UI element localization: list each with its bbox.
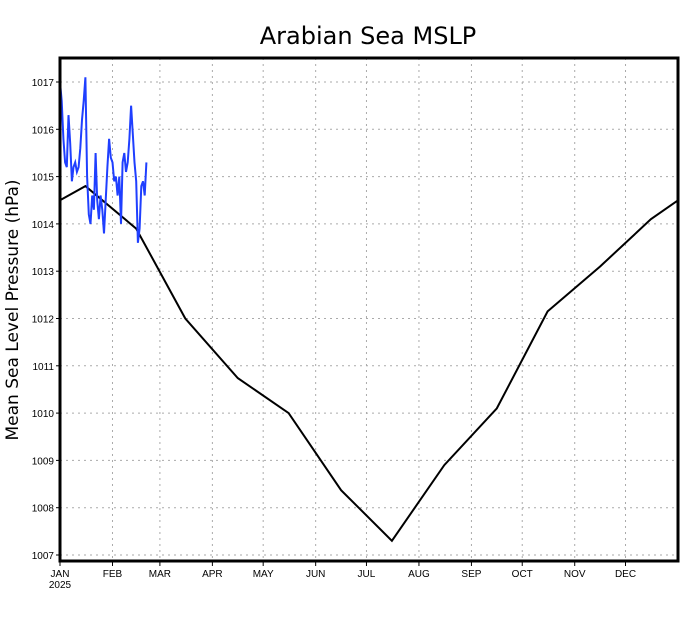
y-tick-label: 1016: [32, 125, 55, 136]
x-tick-label: MAY: [253, 569, 274, 580]
y-tick-label: 1008: [32, 504, 55, 515]
x-tick-label: AUG: [408, 569, 430, 580]
y-tick-label: 1013: [32, 267, 55, 278]
chart-title: Arabian Sea MSLP: [260, 22, 477, 50]
y-tick-label: 1011: [32, 362, 54, 373]
x-tick-label: DEC: [615, 569, 636, 580]
y-tick-label: 1010: [32, 409, 55, 420]
x-tick-label: APR: [202, 569, 223, 580]
axes: 1007 1008 1009 1010 1011 1012 1013 1014 1015 1016…: [32, 78, 636, 591]
x-year-label: 2025: [49, 580, 72, 591]
y-tick-label: 1012: [32, 315, 55, 326]
series-line-2025-daily: [59, 77, 148, 243]
grid: [60, 58, 678, 561]
x-tick-label: FEB: [103, 569, 123, 580]
series-line-climatology: [59, 184, 679, 543]
y-axis-label: Mean Sea Level Pressure (hPa): [3, 179, 23, 440]
x-tick-label: MAR: [149, 569, 171, 580]
y-tick-label: 1015: [32, 173, 55, 184]
x-tick-label: OCT: [512, 569, 533, 580]
y-tick-label: 1014: [32, 220, 55, 231]
x-tick-label: JAN: [51, 569, 70, 580]
series-lines: [59, 77, 679, 543]
y-tick-label: 1007: [32, 551, 55, 562]
x-tick-label: JUN: [306, 569, 325, 580]
x-tick-label: JUL: [358, 569, 376, 580]
y-tick-label: 1009: [32, 456, 55, 467]
plot-frame: [58, 56, 680, 563]
y-tick-label: 1017: [32, 78, 55, 89]
x-tick-label: SEP: [461, 569, 481, 580]
x-tick-label: NOV: [564, 569, 586, 580]
